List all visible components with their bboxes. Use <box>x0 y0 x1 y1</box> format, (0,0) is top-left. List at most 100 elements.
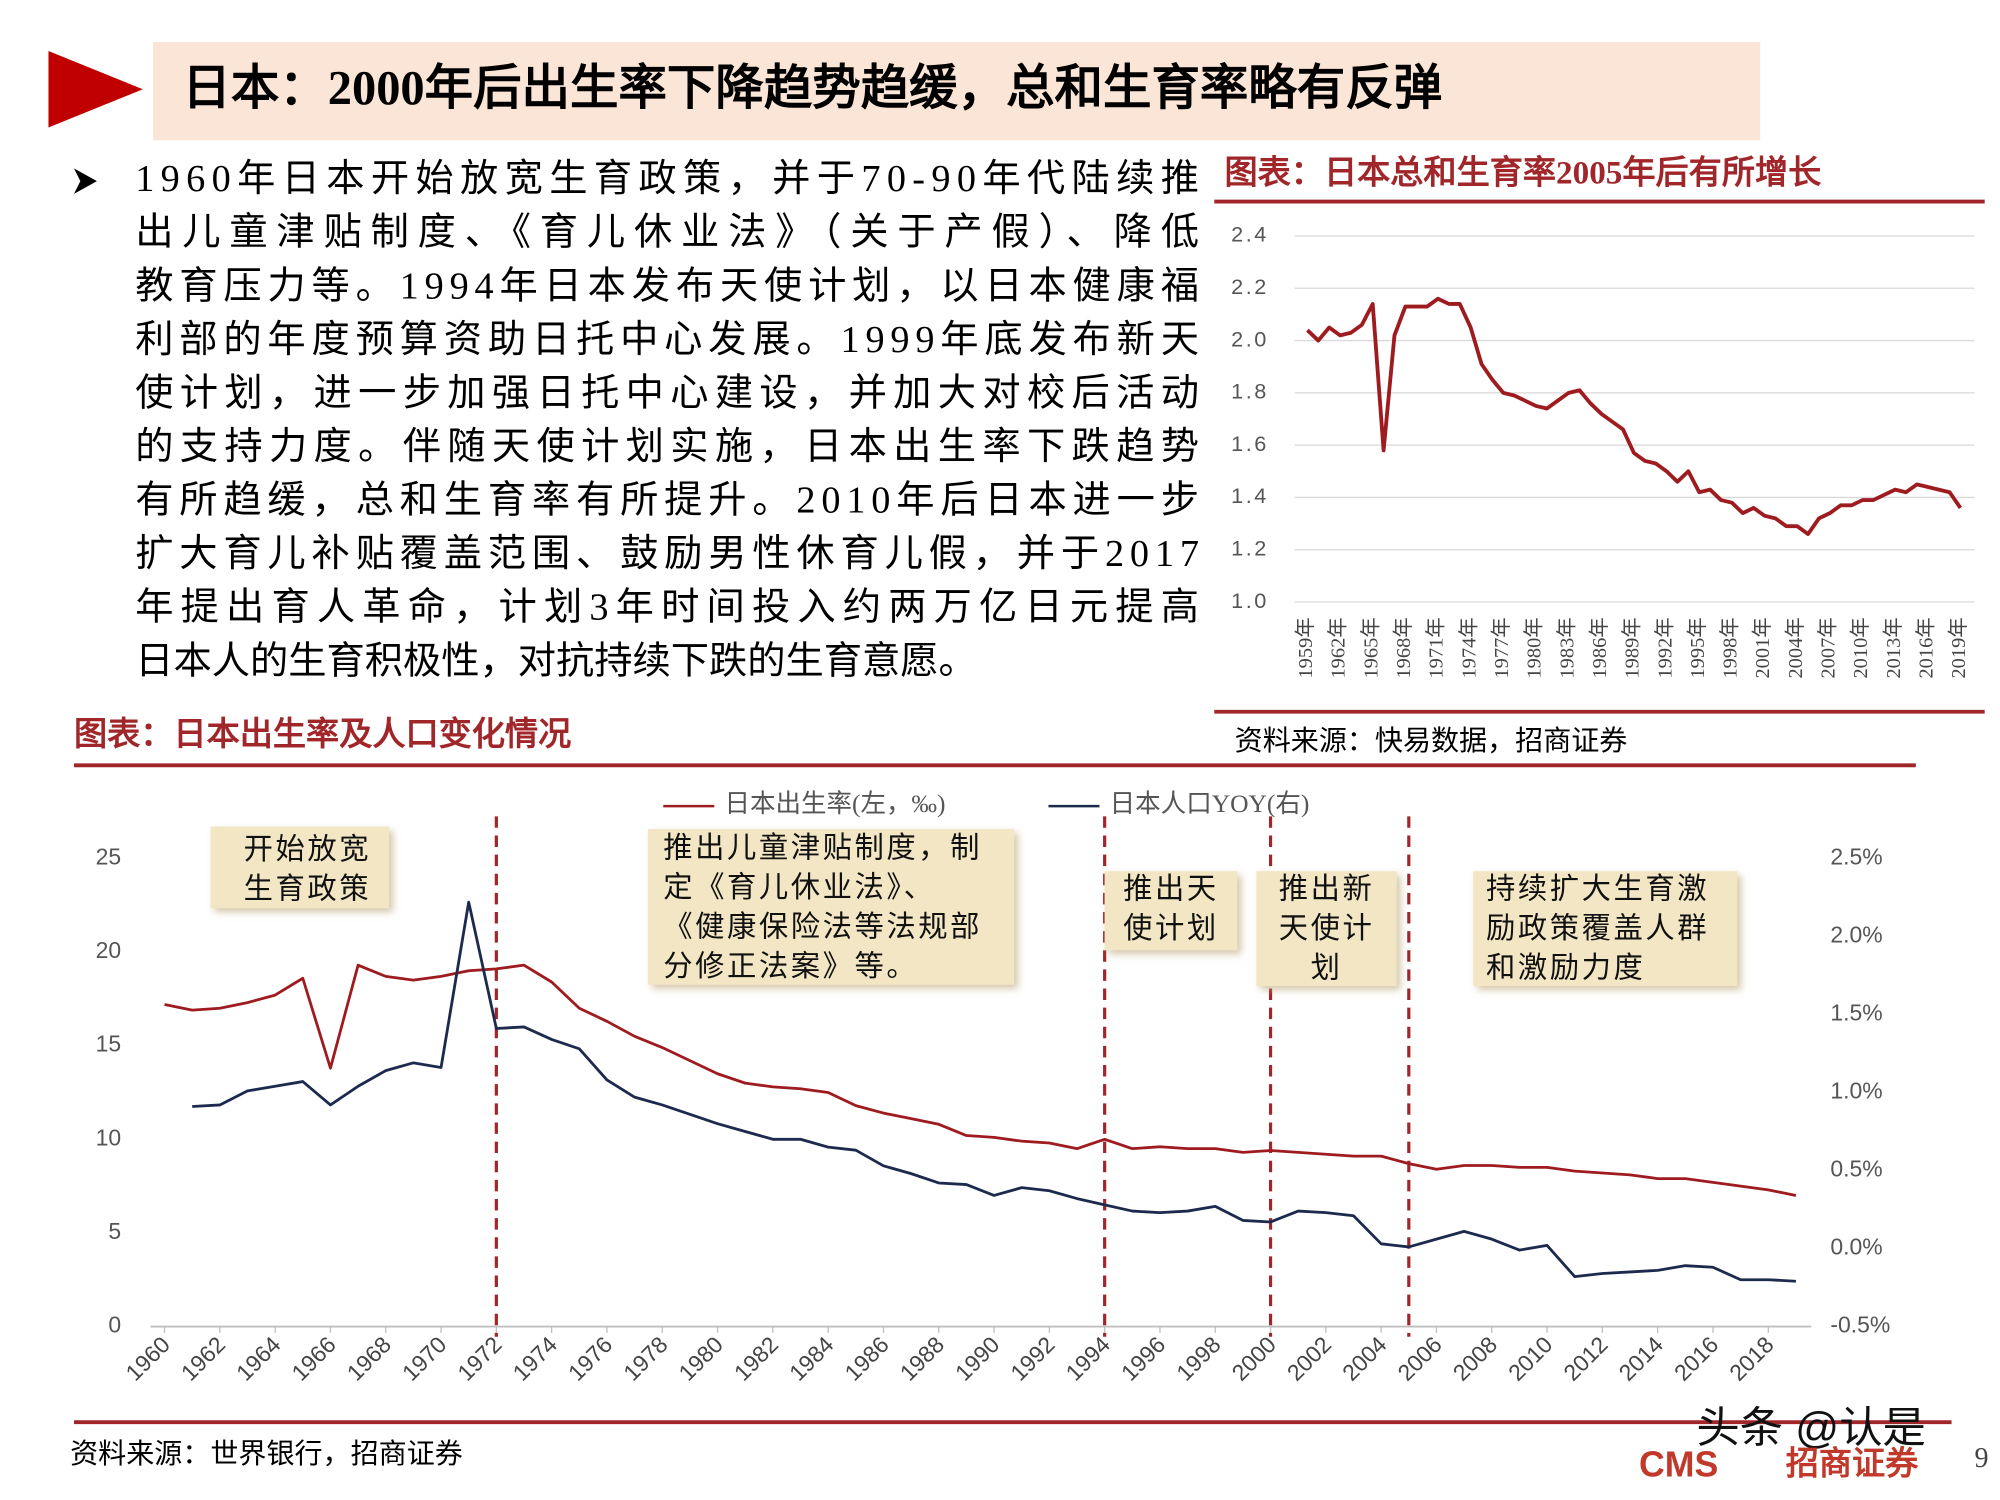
annotation-text: 励政策覆盖人群 <box>1486 912 1709 945</box>
annotation-box <box>1473 871 1738 986</box>
x-tick-label: 2001年 <box>1751 617 1774 678</box>
tfr-line <box>1306 296 1963 536</box>
x-tick-label: 2010 <box>1503 1331 1557 1385</box>
chart-title: 图表：日本出生率及人口变化情况 <box>74 715 571 753</box>
series-line <box>164 963 1797 1197</box>
x-tick-label: 1980 <box>673 1331 727 1385</box>
x-tick-label: 2008 <box>1448 1331 1502 1385</box>
x-tick-label: 2016年 <box>1914 617 1937 678</box>
logo-name: 招商证券 <box>1786 1445 1919 1482</box>
y-tick-label: 1.8 <box>1231 379 1269 404</box>
header-band <box>153 42 1761 141</box>
annotation-text: 分修正法案》等。 <box>663 950 918 983</box>
x-tick-label: 1992年 <box>1653 617 1676 678</box>
page-number: 9 <box>1974 1443 1988 1474</box>
x-tick-label: 2013年 <box>1882 617 1905 678</box>
x-tick-label: 2000 <box>1226 1331 1280 1385</box>
x-tick-label: 1992 <box>1005 1331 1059 1385</box>
y2-tick-label: -0.5% <box>1830 1312 1890 1338</box>
body-line: 有所趋缓，总和生育率有所提升。2010年后日本进一步 <box>135 479 1199 522</box>
x-tick-label: 1998年 <box>1719 617 1742 678</box>
y2-tick-label: 1.5% <box>1830 1000 1882 1026</box>
x-tick-label: 1995年 <box>1686 617 1709 678</box>
x-tick-label: 2014 <box>1614 1331 1669 1386</box>
x-tick-label: 1971年 <box>1425 617 1448 678</box>
x-tick-label: 1965年 <box>1359 617 1382 678</box>
x-tick-label: 2016 <box>1669 1331 1723 1385</box>
x-tick-label: 2012 <box>1558 1331 1612 1385</box>
x-tick-label: 1996 <box>1116 1331 1170 1385</box>
y-tick-label: 1.6 <box>1231 431 1269 456</box>
x-tick-label: 2018 <box>1724 1331 1778 1385</box>
x-tick-label: 1974 <box>508 1331 563 1386</box>
body-line: 年提出育人革命，计划3年时间投入约两万亿日元提高 <box>135 586 1199 629</box>
y2-tick-label: 0.0% <box>1830 1234 1882 1260</box>
y-tick-label: 2.4 <box>1231 222 1269 247</box>
body-text: 1960年日本开始放宽生育政策，并于70-90年代陆续推出儿童津贴制度、《育儿休… <box>135 157 1199 682</box>
annotation-text: 和激励力度 <box>1486 951 1645 984</box>
annotation-text: 使计划 <box>1123 912 1219 945</box>
header-title: 日本：2000年后出生率下降趋势趋缓，总和生育率略有反弹 <box>182 61 1442 115</box>
x-tick-label: 1982 <box>729 1331 783 1385</box>
legend-label: 日本出生率(左，‰) <box>724 789 945 818</box>
x-tick-label: 1964 <box>231 1331 286 1386</box>
annotation-box <box>1256 871 1397 986</box>
x-tick-label: 1962年 <box>1327 617 1350 678</box>
y2-tick-label: 2.0% <box>1830 921 1882 947</box>
x-tick-label: 2007年 <box>1817 617 1840 678</box>
annotation-text: 推出新 <box>1279 872 1375 905</box>
x-tick-label: 2004年 <box>1784 617 1807 678</box>
body-line: 出儿童津贴制度、《育儿休业法》（关于产假）、降低 <box>135 211 1199 254</box>
x-tick-label: 1974年 <box>1457 617 1480 678</box>
y2-tick-label: 2.5% <box>1830 843 1882 869</box>
x-tick-label: 1968 <box>342 1331 396 1385</box>
x-tick-label: 1966 <box>286 1331 340 1385</box>
y-tick-label: 5 <box>108 1218 121 1244</box>
y-tick-label: 2.0 <box>1231 326 1269 351</box>
y-tick-label: 10 <box>96 1124 122 1150</box>
x-tick-label: 2019年 <box>1947 617 1970 678</box>
x-tick-label: 2010年 <box>1849 617 1872 678</box>
bullet <box>73 168 97 194</box>
annotation-text: 天使计 <box>1279 912 1375 945</box>
chart-source: 资料来源：快易数据，招商证券 <box>1235 725 1628 757</box>
x-tick-label: 1970 <box>397 1331 451 1385</box>
body-line: 扩大育儿补贴覆盖范围、鼓励男性休育儿假，并于2017 <box>135 532 1199 575</box>
body-line: 1960年日本开始放宽生育政策，并于70-90年代陆续推 <box>135 157 1199 200</box>
annotation-text: 划 <box>1311 951 1343 984</box>
annotation-text: 推出天 <box>1123 872 1219 905</box>
body-line: 教育压力等。1994年日本发布天使计划，以日本健康福 <box>135 264 1199 307</box>
annotation-text: 定《育儿休业法》、 <box>663 871 935 904</box>
series-line <box>192 900 1796 1283</box>
annotation-box <box>1104 871 1238 951</box>
x-tick-label: 1994 <box>1061 1331 1116 1386</box>
x-tick-label: 1960 <box>120 1331 174 1385</box>
x-tick-label: 1962 <box>176 1331 230 1385</box>
x-tick-label: 1972 <box>452 1331 506 1385</box>
x-tick-label: 1986年 <box>1588 617 1611 678</box>
y-tick-label: 1.4 <box>1231 483 1269 508</box>
x-tick-label: 2004 <box>1337 1331 1392 1386</box>
y2-tick-label: 1.0% <box>1830 1078 1882 1104</box>
x-tick-label: 1976 <box>563 1331 617 1385</box>
chart-title: 图表：日本总和生育率2005年后有所增长 <box>1224 154 1822 192</box>
annotation-text: 开始放宽 <box>244 833 372 866</box>
x-tick-label: 2002 <box>1282 1331 1336 1385</box>
y-tick-label: 0 <box>108 1312 121 1338</box>
x-tick-label: 1959年 <box>1294 617 1317 678</box>
x-tick-label: 1983年 <box>1555 617 1578 678</box>
x-tick-label: 1968年 <box>1392 617 1415 678</box>
legend-label: 日本人口YOY(右) <box>1110 789 1310 818</box>
y2-tick-label: 0.5% <box>1830 1156 1882 1182</box>
x-tick-label: 1989年 <box>1621 617 1644 678</box>
x-tick-label: 1980年 <box>1523 617 1546 678</box>
body-line: 使计划，进一步加强日托中心建设，并加大对校后活动 <box>135 371 1199 414</box>
y-tick-label: 15 <box>96 1031 122 1057</box>
annotation-text: 《健康保险法等法规部 <box>663 911 982 944</box>
y-tick-label: 1.0 <box>1231 588 1269 613</box>
body-line: 利部的年度预算资助日托中心发展。1999年底发布新天 <box>135 318 1199 361</box>
logo: CMS <box>1639 1444 1718 1484</box>
annotation-text: 生育政策 <box>244 872 372 905</box>
